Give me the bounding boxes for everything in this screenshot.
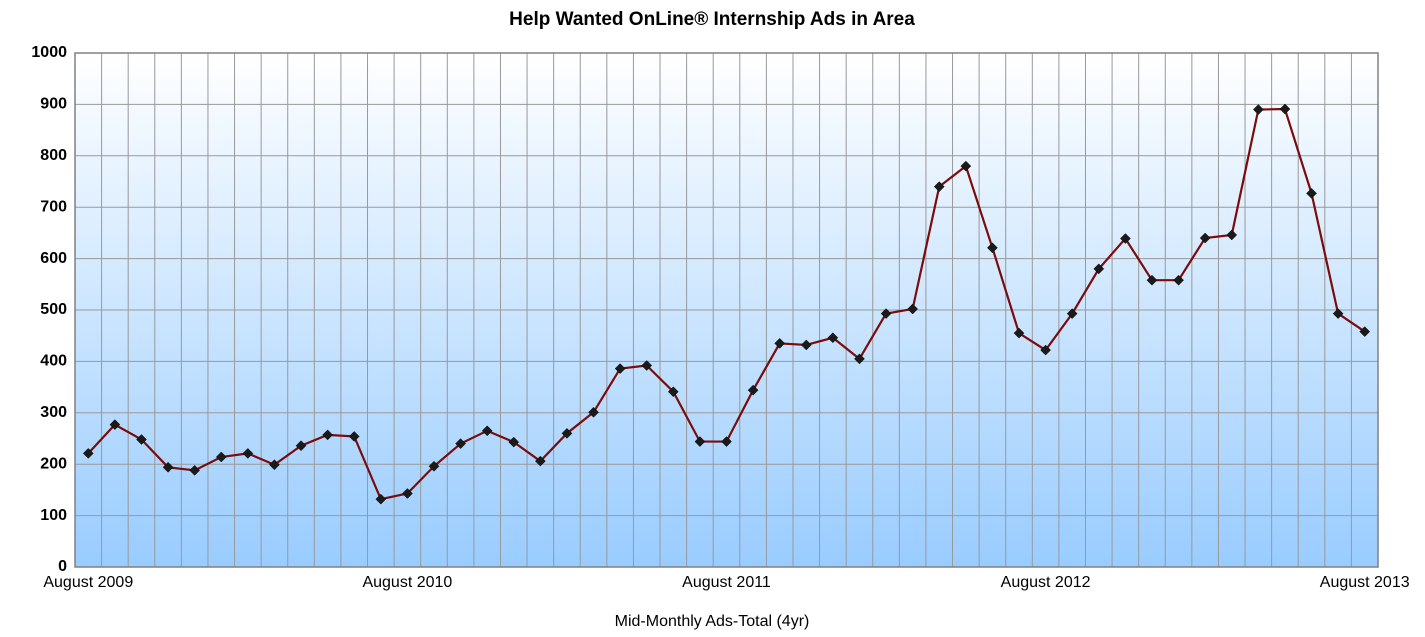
marker	[667, 386, 679, 398]
marker	[508, 436, 520, 448]
marker	[322, 429, 333, 441]
marker	[1093, 263, 1105, 275]
x-tick-label: August 2011	[682, 574, 771, 591]
marker	[1306, 187, 1317, 199]
x-tick-label: August 2009	[43, 574, 133, 591]
y-tick-label: 100	[40, 507, 67, 524]
marker	[987, 242, 998, 254]
x-axis-label: Mid-Monthly Ads-Total (4yr)	[615, 613, 810, 630]
y-tick-label: 800	[40, 147, 67, 164]
marker	[774, 338, 786, 349]
marker	[1332, 308, 1344, 319]
y-tick-label: 300	[40, 404, 67, 421]
marker	[933, 181, 945, 192]
marker	[481, 425, 493, 437]
x-tick-label: August 2010	[362, 574, 452, 591]
marker	[348, 431, 360, 442]
marker	[1199, 232, 1211, 244]
marker	[109, 419, 121, 430]
marker	[854, 353, 865, 365]
marker	[535, 455, 546, 467]
marker	[242, 448, 254, 459]
marker	[215, 451, 227, 463]
chart-title: Help Wanted OnLine® Internship Ads in Ar…	[509, 9, 915, 30]
marker	[960, 160, 972, 172]
marker	[641, 360, 653, 371]
y-tick-label: 200	[40, 455, 67, 472]
marker	[827, 332, 839, 344]
marker	[1120, 233, 1131, 244]
marker	[455, 438, 466, 449]
marker	[82, 448, 94, 459]
marker	[907, 303, 918, 315]
marker	[588, 406, 599, 418]
marker	[269, 459, 280, 471]
marker	[694, 436, 706, 447]
marker	[1013, 327, 1025, 339]
marker	[800, 339, 812, 351]
y-tick-label: 600	[40, 250, 67, 267]
marker	[1066, 308, 1078, 319]
marker	[428, 460, 440, 472]
marker	[1279, 103, 1291, 115]
marker	[402, 488, 413, 499]
marker	[1359, 326, 1371, 337]
marker	[1252, 104, 1264, 115]
x-tick-label: August 2012	[1001, 574, 1091, 591]
marker	[1040, 344, 1051, 356]
marker	[614, 363, 626, 374]
y-tick-label: 700	[40, 198, 67, 215]
marker	[295, 440, 307, 452]
marker	[721, 436, 732, 447]
marker	[561, 428, 573, 439]
y-tick-label: 1000	[31, 44, 67, 61]
marker	[1146, 274, 1158, 286]
marker	[375, 493, 387, 505]
y-tick-label: 900	[40, 96, 67, 113]
marker	[880, 308, 892, 319]
x-tick-label: August 2013	[1320, 574, 1410, 591]
marker	[1173, 274, 1184, 286]
marker	[1226, 229, 1238, 241]
marker	[189, 465, 201, 476]
plot-border	[74, 52, 1379, 568]
y-tick-label: 500	[40, 301, 67, 318]
marker	[136, 434, 147, 445]
marker	[162, 461, 174, 473]
y-tick-label: 400	[40, 353, 67, 370]
marker	[747, 384, 759, 396]
y-tick-label: 0	[58, 558, 67, 575]
